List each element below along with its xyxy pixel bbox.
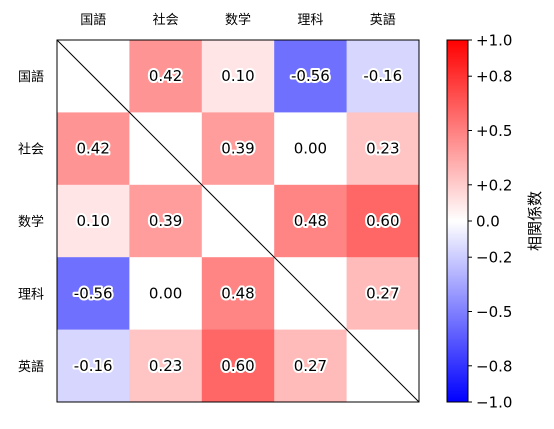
cell-value-label: -0.16 bbox=[363, 67, 402, 85]
colorbar-label: 相関係数 bbox=[526, 191, 544, 251]
cell-value-label: 0.42 bbox=[76, 140, 109, 158]
cell-value-label: 0.48 bbox=[294, 212, 327, 230]
heatmap-cell bbox=[346, 40, 420, 113]
x-tick-labels: 国語 社会 数学 理科 英語 bbox=[80, 12, 396, 28]
x-tick-label: 国語 bbox=[80, 12, 106, 28]
heatmap-cell bbox=[274, 184, 348, 258]
y-tick-label: 社会 bbox=[18, 142, 44, 158]
x-tick-label: 社会 bbox=[153, 12, 179, 28]
cell-value-label: -0.16 bbox=[74, 357, 113, 375]
heatmap-value-labels: 0.42 0.10 -0.56 -0.16 0.42 0.39 0.00 0.23 0.10 0.… bbox=[72, 65, 404, 377]
cell-value-label: 0.27 bbox=[294, 357, 327, 375]
y-tick-label: 国語 bbox=[18, 69, 44, 85]
heatmap-cell bbox=[129, 329, 203, 403]
cell-value-label: 0.10 bbox=[76, 212, 109, 230]
heatmap-frame bbox=[56, 39, 420, 403]
colorbar-ticks: +1.0 +0.8 +0.5 +0.2 0.0 −0.2 −0.5 −0.8 −1.0 bbox=[468, 32, 512, 412]
heatmap-cell bbox=[274, 112, 348, 186]
y-tick-label: 英語 bbox=[18, 359, 44, 375]
colorbar-tick-label: −0.8 bbox=[476, 357, 512, 375]
y-tick-label: 数学 bbox=[18, 214, 44, 230]
cell-value-label: 0.42 bbox=[149, 67, 182, 85]
cell-value-label: -0.56 bbox=[74, 284, 113, 302]
x-tick-label: 数学 bbox=[225, 12, 251, 28]
heatmap-cell bbox=[57, 329, 130, 403]
cell-value-label: 0.10 bbox=[221, 67, 254, 85]
heatmap-cell bbox=[201, 112, 275, 186]
heatmap-cell bbox=[201, 329, 275, 403]
cell-value-label: 0.23 bbox=[366, 140, 399, 158]
colorbar-tick-label: −0.2 bbox=[476, 249, 512, 267]
y-tick-label: 理科 bbox=[18, 287, 44, 302]
heatmap-cell bbox=[346, 184, 420, 258]
x-tick-label: 理科 bbox=[297, 13, 323, 28]
heatmap-cell bbox=[201, 40, 275, 113]
heatmap-cell bbox=[57, 184, 130, 258]
diagonal-line bbox=[56, 39, 420, 403]
colorbar-tick-label: −0.5 bbox=[476, 303, 512, 321]
cell-value-label: 0.39 bbox=[221, 140, 254, 158]
heatmap-cell bbox=[346, 112, 420, 186]
colorbar-tick-label: −1.0 bbox=[476, 394, 512, 412]
heatmap-cell bbox=[129, 184, 203, 258]
heatmap-cell bbox=[129, 257, 203, 331]
heatmap-cell bbox=[201, 257, 275, 331]
cell-value-label: 0.48 bbox=[221, 284, 254, 302]
colorbar-tick-label: +0.8 bbox=[476, 68, 512, 86]
x-tick-label: 英語 bbox=[370, 12, 396, 28]
heatmap-cell bbox=[57, 257, 130, 331]
cell-value-label: 0.27 bbox=[366, 284, 399, 302]
cell-value-label: 0.60 bbox=[366, 212, 399, 230]
cell-value-label: 0.39 bbox=[149, 212, 182, 230]
colorbar-tick-label: +1.0 bbox=[476, 32, 512, 50]
cell-value-label: 0.23 bbox=[149, 357, 182, 375]
cell-value-label: 0.60 bbox=[221, 357, 254, 375]
colorbar-tick-label: 0.0 bbox=[476, 213, 500, 231]
colorbar-tick-label: +0.5 bbox=[476, 122, 512, 140]
cell-value-label: 0.00 bbox=[294, 140, 327, 158]
heatmap-cell bbox=[129, 40, 203, 113]
colorbar-tick-label: +0.2 bbox=[476, 176, 512, 194]
heatmap-cell bbox=[57, 112, 130, 186]
cell-value-label: 0.00 bbox=[149, 284, 182, 302]
cell-value-label: -0.56 bbox=[291, 67, 330, 85]
heatmap-cell bbox=[346, 257, 420, 331]
heatmap-cell bbox=[274, 40, 348, 113]
heatmap-cell bbox=[274, 329, 348, 403]
colorbar bbox=[446, 39, 469, 403]
